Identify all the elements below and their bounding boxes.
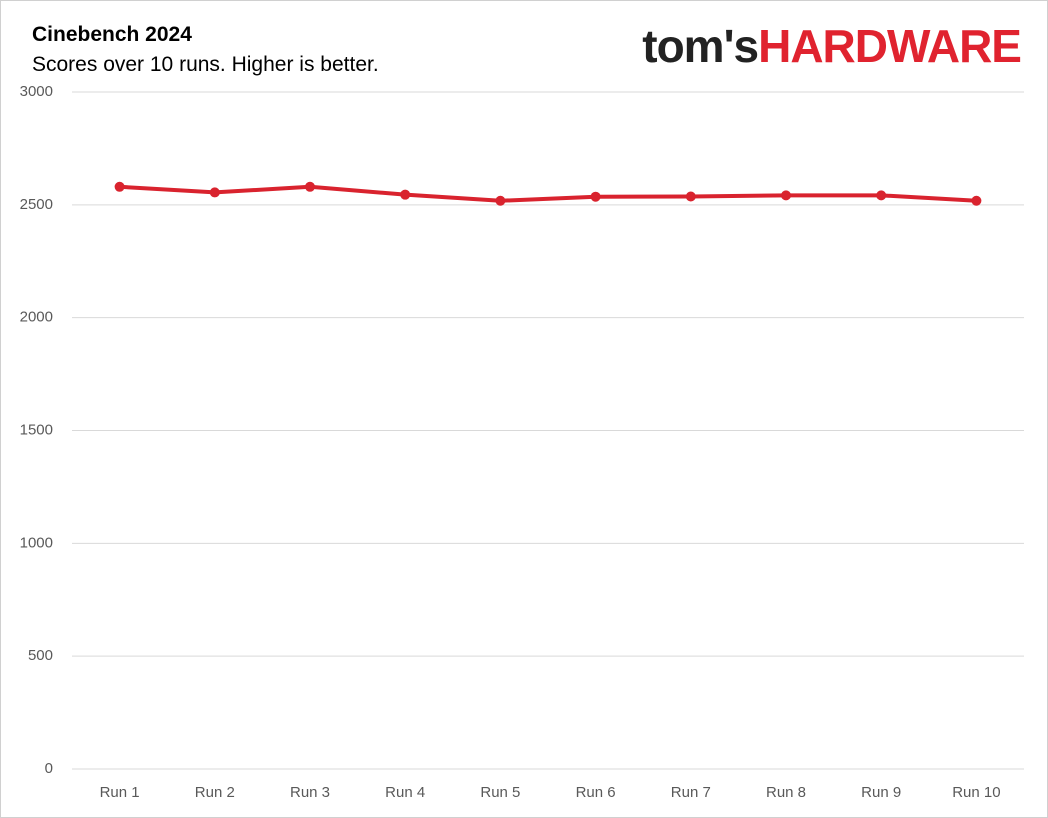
x-tick-label: Run 6 — [576, 784, 616, 801]
data-point — [495, 195, 506, 206]
y-tick-label: 1500 — [20, 421, 53, 438]
data-point — [209, 187, 220, 198]
data-point — [590, 191, 601, 202]
x-tick-label: Run 8 — [766, 784, 806, 801]
series-layer — [114, 181, 982, 206]
y-axis-ticks: 0 500 1000 1500 2000 2500 3000 — [20, 83, 53, 777]
data-point — [971, 195, 982, 206]
y-tick-label: 2000 — [20, 309, 53, 326]
x-tick-label: Run 1 — [100, 784, 140, 801]
y-tick-label: 1000 — [20, 534, 53, 551]
data-point — [876, 190, 887, 201]
series-line — [117, 184, 979, 203]
x-tick-label: Run 7 — [671, 784, 711, 801]
x-tick-label: Run 10 — [952, 784, 1000, 801]
y-tick-label: 2500 — [20, 196, 53, 213]
x-axis-ticks: Run 1 Run 2 Run 3 Run 4 Run 5 Run 6 Run 7 Run 8… — [100, 784, 1001, 801]
data-point — [400, 189, 411, 200]
y-tick-label: 0 — [45, 760, 53, 777]
x-tick-label: Run 2 — [195, 784, 235, 801]
x-tick-label: Run 3 — [290, 784, 330, 801]
x-tick-label: Run 4 — [385, 784, 425, 801]
data-point — [114, 181, 125, 192]
logo-text-hardware: HARDWARE — [758, 20, 1022, 72]
data-point — [685, 191, 696, 202]
logo-text-toms: tom's — [642, 20, 759, 72]
x-tick-label: Run 9 — [861, 784, 901, 801]
data-point — [781, 190, 791, 201]
x-tick-label: Run 5 — [480, 784, 520, 801]
y-tick-label: 3000 — [20, 83, 53, 100]
data-point — [305, 181, 315, 192]
gridlines — [72, 91, 1024, 770]
chart-title: Cinebench 2024 — [32, 23, 192, 46]
y-tick-label: 500 — [28, 647, 53, 664]
chart-subtitle: Scores over 10 runs. Higher is better. — [32, 53, 379, 76]
toms-hardware-logo: tom'sHARDWARE — [642, 20, 1022, 72]
